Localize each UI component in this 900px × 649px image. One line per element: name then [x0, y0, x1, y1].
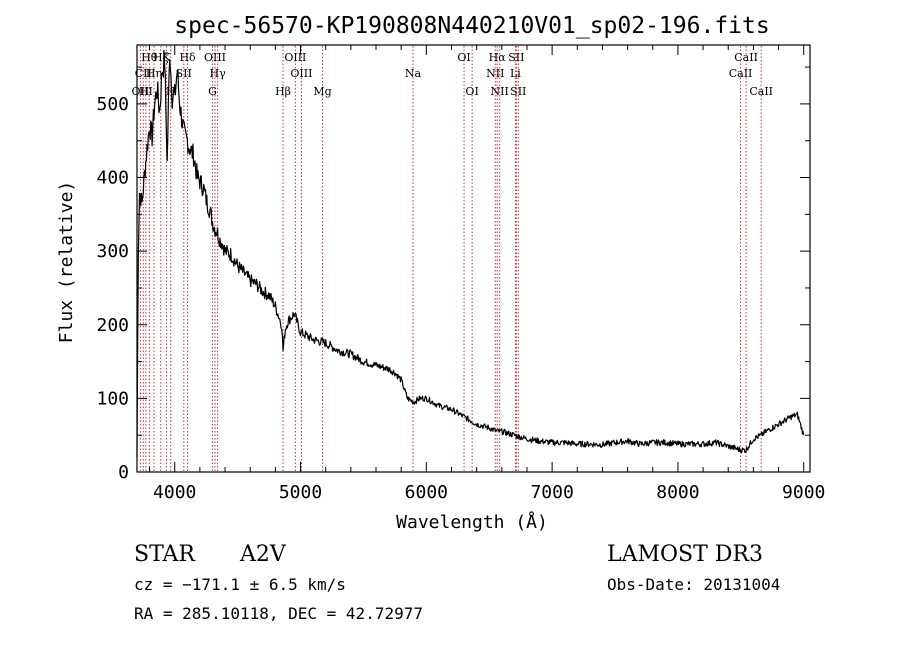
- object-class: STAR: [134, 542, 196, 567]
- spectral-line-labels: OIICIIHIHθHηHζKHSIIHδGOIIIHγHβOIIIOIIIMg…: [132, 51, 773, 98]
- line-label-21: Hα: [489, 51, 507, 64]
- line-label-7: H: [166, 85, 176, 98]
- spectrum-line: [136, 49, 805, 458]
- y-axis-ticks: 0 100 200 300 400 500: [96, 66, 810, 483]
- line-label-15: OIII: [290, 67, 312, 80]
- line-label-19: OI: [465, 85, 478, 98]
- line-label-16: Mg: [313, 85, 331, 98]
- line-label-2: HI: [139, 85, 153, 98]
- line-label-24: SII: [508, 51, 524, 64]
- line-label-13: Hβ: [275, 85, 291, 98]
- line-label-1: CII: [135, 67, 152, 80]
- y-tick-label-500: 500: [96, 94, 129, 115]
- x-tick-label-7000: 7000: [530, 482, 573, 503]
- line-label-12: Hγ: [210, 67, 227, 80]
- observation-date: Obs-Date: 20131004: [607, 575, 780, 594]
- y-axis-label: Flux (relative): [56, 181, 77, 344]
- x-tick-label-9000: 9000: [782, 482, 825, 503]
- line-label-3: Hθ: [141, 51, 158, 64]
- line-label-17: Na: [405, 67, 422, 80]
- x-tick-label-4000: 4000: [153, 482, 196, 503]
- spectral-line-markers: [139, 46, 762, 471]
- x-axis-ticks: 4000 5000 6000 7000 8000 9000: [149, 45, 825, 503]
- line-label-4: Hη: [146, 67, 162, 80]
- line-label-9: Hδ: [179, 51, 196, 64]
- line-label-11: OIII: [204, 51, 226, 64]
- object-subclass: A2V: [239, 542, 287, 567]
- line-label-25: SII: [510, 85, 526, 98]
- x-tick-label-8000: 8000: [656, 482, 699, 503]
- y-tick-label-0: 0: [118, 462, 129, 483]
- line-label-26: CaII: [729, 67, 753, 80]
- line-label-6: K: [162, 51, 171, 64]
- line-label-27: CaII: [734, 51, 758, 64]
- survey-name: LAMOST DR3: [607, 542, 763, 567]
- x-tick-label-6000: 6000: [405, 482, 448, 503]
- line-label-14: OIII: [284, 51, 306, 64]
- y-tick-label-400: 400: [96, 168, 129, 189]
- x-axis-label: Wavelength (Å): [396, 511, 548, 533]
- line-label-22: NII: [491, 85, 509, 98]
- y-tick-label-300: 300: [96, 241, 129, 262]
- line-label-28: CaII: [749, 85, 773, 98]
- x-tick-label-5000: 5000: [279, 482, 322, 503]
- y-tick-label-200: 200: [96, 315, 129, 336]
- line-label-0: OII: [132, 85, 150, 98]
- line-label-8: SII: [176, 67, 192, 80]
- y-tick-label-100: 100: [96, 388, 129, 409]
- line-label-23: Li: [510, 67, 521, 80]
- coordinates-readout: RA = 285.10118, DEC = 42.72977: [134, 604, 423, 623]
- plot-frame: [136, 44, 811, 473]
- line-label-10: G: [208, 85, 217, 98]
- redshift-readout: cz = −171.1 ± 6.5 km/s: [134, 575, 346, 594]
- chart-title: spec-56570-KP190808N440210V01_sp02-196.f…: [174, 13, 769, 39]
- line-label-18: OI: [457, 51, 470, 64]
- line-label-20: NII: [486, 67, 504, 80]
